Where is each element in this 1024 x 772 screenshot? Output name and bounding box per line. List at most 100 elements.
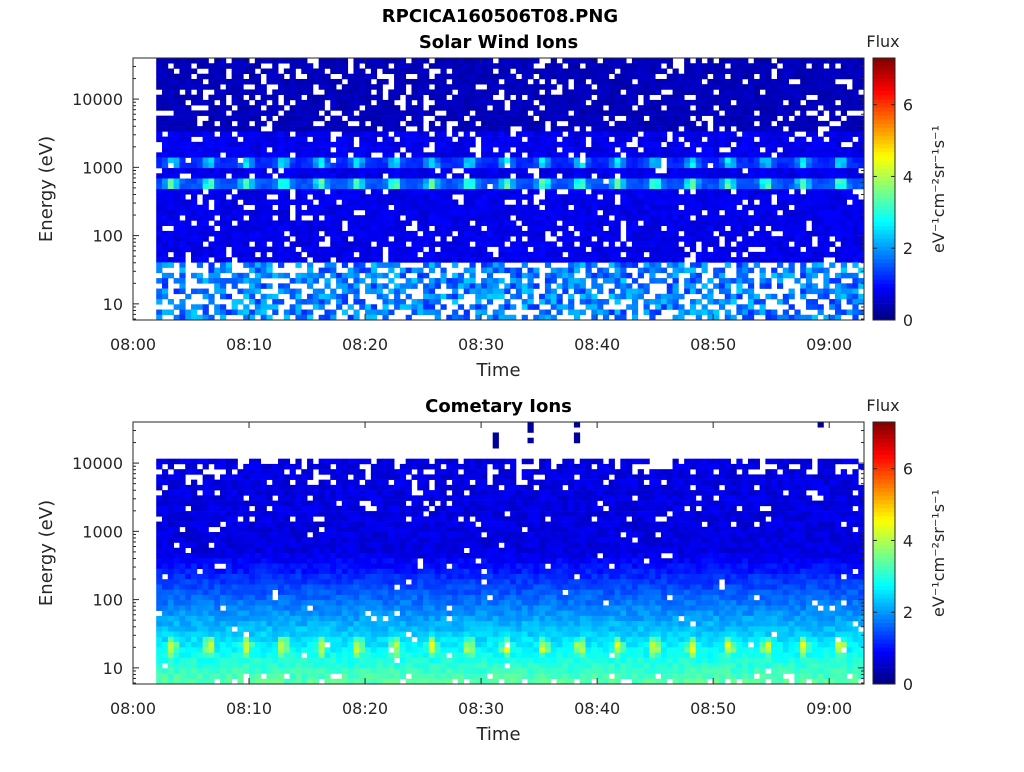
spectrogram-cell bbox=[603, 100, 609, 106]
spectrogram-cell bbox=[557, 79, 563, 85]
spectrogram-cell bbox=[417, 226, 423, 232]
spectrogram-cell bbox=[562, 116, 568, 122]
spectrogram-cell bbox=[597, 184, 603, 190]
spectrogram-cell bbox=[301, 168, 307, 174]
spectrogram-cell bbox=[237, 236, 243, 242]
spectrogram-cell bbox=[748, 121, 754, 127]
spectrogram-cell bbox=[464, 147, 470, 153]
spectrogram-cell bbox=[307, 268, 313, 274]
spectrogram-cell bbox=[678, 226, 684, 232]
spectrogram-cell bbox=[342, 58, 348, 64]
spectrogram-cell bbox=[736, 152, 742, 158]
spectrogram-cell bbox=[794, 194, 800, 200]
spectrogram-cell bbox=[800, 163, 806, 169]
spectrogram-cell bbox=[852, 283, 858, 289]
spectrogram-cell bbox=[429, 268, 435, 274]
spectrogram-cell bbox=[336, 257, 342, 263]
spectrogram-cell bbox=[162, 179, 168, 185]
spectrogram-cell bbox=[348, 226, 354, 232]
spectrogram-cell bbox=[649, 173, 655, 179]
spectrogram-cell bbox=[179, 252, 185, 258]
spectrogram-cell bbox=[348, 257, 354, 263]
spectrogram-cell bbox=[481, 58, 487, 64]
spectrogram-cell bbox=[545, 89, 551, 95]
spectrogram-cell bbox=[469, 137, 475, 143]
spectrogram-cell bbox=[307, 247, 313, 253]
spectrogram-cell bbox=[203, 126, 209, 132]
spectrogram-cell bbox=[539, 142, 545, 148]
spectrogram-cell bbox=[754, 241, 760, 247]
spectrogram-cell bbox=[696, 289, 702, 295]
spectrogram-cell bbox=[179, 95, 185, 101]
spectrogram-cell bbox=[632, 126, 638, 132]
spectrogram-cell bbox=[731, 168, 737, 174]
spectrogram-cell bbox=[295, 79, 301, 85]
spectrogram-cell bbox=[649, 68, 655, 74]
spectrogram-cell bbox=[690, 158, 696, 164]
spectrogram-cell bbox=[191, 226, 197, 232]
spectrogram-cell bbox=[342, 84, 348, 90]
spectrogram-cell bbox=[725, 205, 731, 211]
spectrogram-cell bbox=[852, 278, 858, 284]
spectrogram-cell bbox=[655, 310, 661, 316]
spectrogram-cell bbox=[777, 137, 783, 143]
spectrogram-cell bbox=[632, 257, 638, 263]
spectrogram-cell bbox=[510, 137, 516, 143]
spectrogram-cell bbox=[307, 131, 313, 137]
spectrogram-cell bbox=[644, 299, 650, 305]
spectrogram-cell bbox=[406, 137, 412, 143]
spectrogram-cell bbox=[266, 184, 272, 190]
spectrogram-cell bbox=[237, 131, 243, 137]
spectrogram-cell bbox=[220, 194, 226, 200]
spectrogram-cell bbox=[394, 147, 400, 153]
spectrogram-cell bbox=[586, 68, 592, 74]
spectrogram-cell bbox=[208, 194, 214, 200]
spectrogram-cell bbox=[719, 289, 725, 295]
spectrogram-cell bbox=[644, 95, 650, 101]
spectrogram-cell bbox=[417, 89, 423, 95]
spectrogram-cell bbox=[295, 163, 301, 169]
spectrogram-cell bbox=[446, 189, 452, 195]
spectrogram-cell bbox=[533, 210, 539, 216]
spectrogram-cell bbox=[371, 252, 377, 258]
spectrogram-cell bbox=[458, 179, 464, 185]
spectrogram-cell bbox=[620, 63, 626, 69]
spectrogram-cell bbox=[632, 247, 638, 253]
spectrogram-cell bbox=[226, 158, 232, 164]
spectrogram-cell bbox=[731, 257, 737, 263]
spectrogram-cell bbox=[185, 63, 191, 69]
spectrogram-cell bbox=[702, 294, 708, 300]
spectrogram-cell bbox=[429, 205, 435, 211]
spectrogram-cell bbox=[597, 220, 603, 226]
spectrogram-cell bbox=[783, 131, 789, 137]
spectrogram-cell bbox=[261, 215, 267, 221]
spectrogram-cell bbox=[452, 220, 458, 226]
spectrogram-cell bbox=[644, 163, 650, 169]
spectrogram-cell bbox=[330, 163, 336, 169]
spectrogram-cell bbox=[336, 226, 342, 232]
spectrogram-cell bbox=[382, 105, 388, 111]
spectrogram-cell bbox=[220, 173, 226, 179]
spectrogram-cell bbox=[174, 158, 180, 164]
spectrogram-cell bbox=[707, 147, 713, 153]
spectrogram-cell bbox=[649, 121, 655, 127]
spectrogram-cell bbox=[528, 268, 534, 274]
spectrogram-cell bbox=[731, 116, 737, 122]
spectrogram-cell bbox=[342, 68, 348, 74]
spectrogram-cell bbox=[284, 58, 290, 64]
spectrogram-cell bbox=[510, 74, 516, 80]
spectrogram-cell bbox=[713, 226, 719, 232]
spectrogram-cell bbox=[440, 121, 446, 127]
spectrogram-cell bbox=[783, 257, 789, 263]
spectrogram-cell bbox=[725, 142, 731, 148]
spectrogram-cell bbox=[783, 294, 789, 300]
spectrogram-cell bbox=[557, 215, 563, 221]
spectrogram-cell bbox=[440, 236, 446, 242]
spectrogram-cell bbox=[516, 205, 522, 211]
spectrogram-cell bbox=[829, 184, 835, 190]
spectrogram-cell bbox=[458, 278, 464, 284]
spectrogram-cell bbox=[208, 68, 214, 74]
spectrogram-cell bbox=[365, 310, 371, 316]
spectrogram-cell bbox=[719, 95, 725, 101]
spectrogram-cell bbox=[394, 241, 400, 247]
